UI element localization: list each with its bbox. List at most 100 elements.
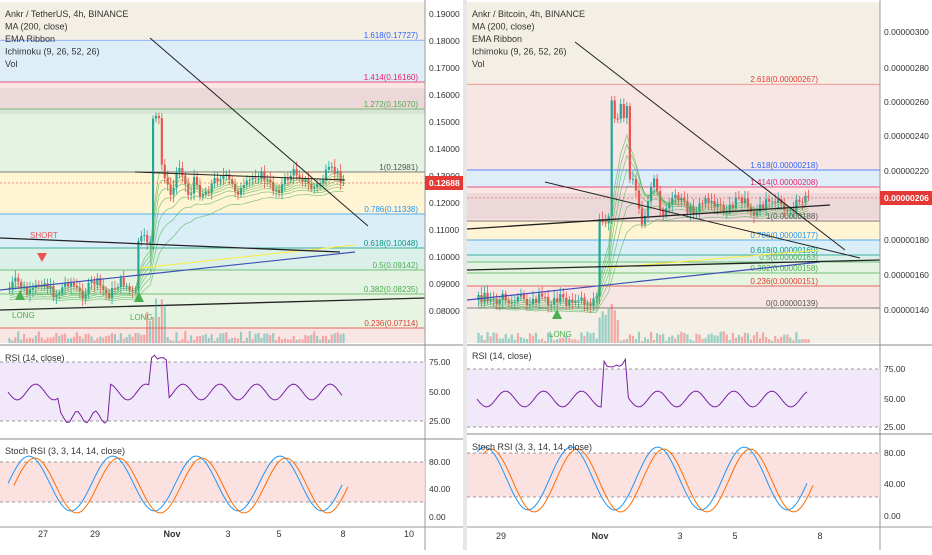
price-tick-label: 0.00000180: [884, 235, 929, 245]
candle: [140, 236, 143, 242]
volume-bar: [72, 336, 75, 343]
candle: [154, 115, 158, 119]
volume-bar: [81, 338, 84, 343]
price-tick-label: 0.00000260: [884, 97, 929, 107]
candle: [99, 278, 102, 286]
time-tick-label: 29: [90, 529, 100, 539]
volume-bar: [69, 338, 73, 343]
candle: [187, 183, 190, 196]
stoch-d-line: [482, 448, 814, 513]
ema-line: [9, 183, 344, 299]
panel-right: 2.618(0.00000267) 1.618(0.00000218) 1.414(…: [466, 0, 932, 550]
candle: [327, 166, 330, 170]
signal-markers: LONG: [549, 309, 572, 339]
candle: [592, 298, 595, 307]
volume-bar: [795, 332, 798, 343]
last-price-value: 0.00000206: [884, 193, 929, 203]
volume-bar: [604, 314, 607, 343]
candle: [477, 295, 480, 300]
candle: [169, 184, 172, 195]
candle: [516, 296, 519, 302]
volume-bar: [671, 335, 674, 343]
ema-ribbon: [9, 171, 344, 302]
fib-band: [467, 273, 880, 286]
indicator-legend: Ichimoku (9, 26, 52, 26): [5, 47, 100, 57]
price-tick-label: 0.00000220: [884, 166, 929, 176]
price-axis-bg: [880, 0, 932, 550]
fib-band: [0, 214, 425, 248]
volume-bar: [93, 340, 96, 343]
candle: [17, 277, 20, 282]
volume-bar: [516, 333, 519, 343]
volume-bar: [674, 338, 677, 343]
price-axis-bg: [425, 0, 465, 550]
volume-bar: [786, 334, 789, 343]
trendline: [544, 181, 861, 259]
volume-bar: [583, 335, 586, 343]
volume-bar: [619, 340, 622, 343]
candle: [789, 209, 792, 211]
price-tick-label: 0.00000140: [884, 305, 929, 315]
fib-band: [0, 40, 425, 82]
volume-bar: [686, 334, 689, 343]
time-tick-label: 10: [404, 529, 414, 539]
price-axis: 0.19000 0.18000 0.17000 0.16000 0.15000 0.140…: [424, 0, 465, 550]
fib-band: [467, 221, 880, 240]
stoch-k-line: [7, 455, 343, 512]
candle: [163, 164, 166, 179]
volume-bar: [643, 337, 647, 343]
fib-level-label: 2.618(0.00000267): [750, 75, 818, 84]
volume-bar: [801, 339, 804, 343]
volume-bar: [746, 333, 750, 343]
stoch-legend: Stoch RSI (3, 3, 14, 14, close): [472, 442, 592, 452]
volume-bar: [231, 338, 234, 343]
volume-bar: [225, 332, 228, 343]
volume-bar: [84, 334, 87, 343]
volume-bar: [242, 340, 245, 343]
fib-level-label: 0.236(0.00000151): [750, 277, 818, 286]
candle: [178, 167, 181, 173]
volume-bar: [204, 334, 207, 343]
candle: [81, 291, 84, 299]
stoch-tick-label: 40.00: [884, 479, 906, 489]
volume-bar: [768, 339, 771, 343]
candle: [749, 207, 753, 212]
candle: [652, 178, 656, 187]
volume-bar: [580, 332, 583, 343]
candle: [96, 278, 99, 285]
volume-bar: [480, 335, 483, 343]
volume-bar: [172, 340, 175, 343]
volume-bar: [743, 332, 747, 343]
stoch-tick-label: 0.00: [884, 511, 901, 521]
candle: [278, 190, 281, 194]
volume-bar: [807, 339, 810, 343]
stoch-tick-label: 0.00: [429, 512, 446, 522]
candle: [598, 219, 601, 297]
candle: [798, 199, 801, 202]
price-tick-label: 0.19000: [429, 9, 460, 19]
volume-bar: [565, 335, 568, 343]
ema-ribbon: [478, 133, 809, 313]
candle: [219, 179, 222, 182]
volume-bar: [43, 339, 46, 343]
candle: [269, 179, 272, 183]
indicator-legend: Ichimoku (9, 26, 52, 26): [472, 47, 567, 57]
volume-bar: [556, 339, 559, 343]
stoch-d-line: [13, 457, 349, 514]
candle: [656, 178, 659, 192]
candle: [146, 235, 149, 243]
volume-bar: [592, 332, 595, 343]
volume-bar: [307, 335, 310, 343]
stoch-band: [0, 462, 425, 502]
fib-band: [0, 294, 425, 328]
candle: [701, 203, 704, 205]
signal-markers: SHORT LONG LONG: [12, 231, 153, 322]
volume-bar: [236, 338, 240, 343]
volume-bar: [108, 335, 111, 343]
candle: [280, 184, 284, 194]
price-tick-label: 0.08000: [429, 306, 460, 316]
volume-bar: [640, 340, 644, 343]
fib-band: [467, 84, 880, 170]
fib-band: [467, 240, 880, 255]
